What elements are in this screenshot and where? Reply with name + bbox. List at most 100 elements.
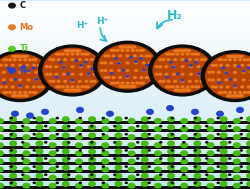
Circle shape [141, 116, 149, 122]
Circle shape [228, 91, 232, 94]
Bar [0, 23, 250, 26]
Circle shape [86, 53, 90, 56]
Circle shape [139, 54, 143, 57]
Bar [0, 1, 250, 4]
Circle shape [233, 150, 241, 156]
Circle shape [120, 46, 124, 49]
Circle shape [62, 181, 70, 187]
Bar [0, 170, 250, 173]
Circle shape [34, 78, 38, 81]
Circle shape [246, 157, 250, 163]
Circle shape [186, 53, 190, 56]
Circle shape [78, 117, 82, 119]
Circle shape [114, 157, 122, 163]
Bar [0, 4, 250, 7]
Circle shape [92, 58, 97, 61]
Circle shape [141, 157, 149, 163]
Circle shape [12, 111, 18, 116]
Circle shape [0, 64, 3, 67]
Circle shape [164, 65, 168, 68]
Circle shape [109, 61, 114, 64]
Circle shape [16, 55, 20, 58]
Circle shape [22, 150, 30, 156]
Circle shape [233, 85, 237, 88]
Bar [0, 73, 250, 76]
Bar [0, 177, 250, 180]
Circle shape [55, 76, 59, 78]
Circle shape [103, 61, 108, 64]
Circle shape [155, 65, 159, 68]
Circle shape [62, 157, 70, 163]
Circle shape [120, 81, 124, 85]
Bar [0, 39, 250, 42]
Bar [0, 170, 250, 173]
Circle shape [36, 132, 44, 138]
Circle shape [22, 167, 30, 172]
Bar [0, 186, 250, 189]
Circle shape [178, 88, 182, 92]
Circle shape [124, 117, 128, 119]
Circle shape [4, 85, 8, 88]
Circle shape [62, 149, 70, 155]
Circle shape [214, 85, 218, 88]
Circle shape [2, 81, 6, 84]
Circle shape [70, 73, 74, 76]
Circle shape [124, 133, 128, 136]
Circle shape [114, 181, 122, 187]
Circle shape [180, 126, 188, 132]
Circle shape [70, 53, 74, 56]
Circle shape [114, 140, 122, 146]
Circle shape [246, 91, 250, 94]
Circle shape [0, 183, 4, 189]
Circle shape [237, 55, 241, 58]
Circle shape [88, 157, 96, 163]
Circle shape [66, 49, 70, 52]
Circle shape [101, 134, 109, 140]
Circle shape [211, 85, 215, 88]
Circle shape [21, 141, 24, 144]
Circle shape [183, 88, 187, 92]
Circle shape [217, 111, 223, 116]
Bar [0, 145, 250, 148]
Circle shape [237, 108, 243, 112]
Circle shape [224, 71, 228, 74]
Circle shape [202, 58, 207, 61]
Circle shape [23, 58, 27, 61]
Bar [0, 180, 250, 183]
Circle shape [128, 183, 136, 189]
Circle shape [246, 173, 250, 179]
Circle shape [194, 58, 198, 61]
Bar [0, 32, 250, 35]
Text: N: N [20, 66, 26, 75]
Circle shape [44, 157, 48, 160]
Circle shape [56, 133, 59, 136]
Circle shape [56, 165, 59, 168]
Circle shape [183, 49, 187, 52]
Circle shape [11, 55, 15, 58]
Circle shape [22, 55, 26, 58]
Circle shape [88, 116, 96, 122]
Circle shape [88, 132, 96, 138]
Bar [0, 142, 250, 145]
Circle shape [167, 132, 175, 138]
Circle shape [180, 158, 188, 164]
Circle shape [18, 94, 22, 97]
Circle shape [9, 132, 17, 138]
Bar [0, 129, 250, 132]
Circle shape [149, 45, 216, 96]
Circle shape [154, 118, 162, 124]
Circle shape [158, 73, 162, 76]
Circle shape [9, 140, 17, 146]
Circle shape [233, 174, 241, 180]
Circle shape [139, 57, 143, 60]
Text: C: C [20, 1, 26, 10]
Circle shape [169, 61, 173, 64]
Circle shape [133, 54, 137, 57]
Circle shape [45, 73, 49, 76]
Circle shape [128, 174, 136, 180]
Circle shape [4, 64, 8, 67]
Circle shape [148, 149, 151, 152]
Circle shape [216, 117, 220, 119]
Text: H⁺: H⁺ [76, 21, 88, 30]
Circle shape [71, 79, 74, 82]
